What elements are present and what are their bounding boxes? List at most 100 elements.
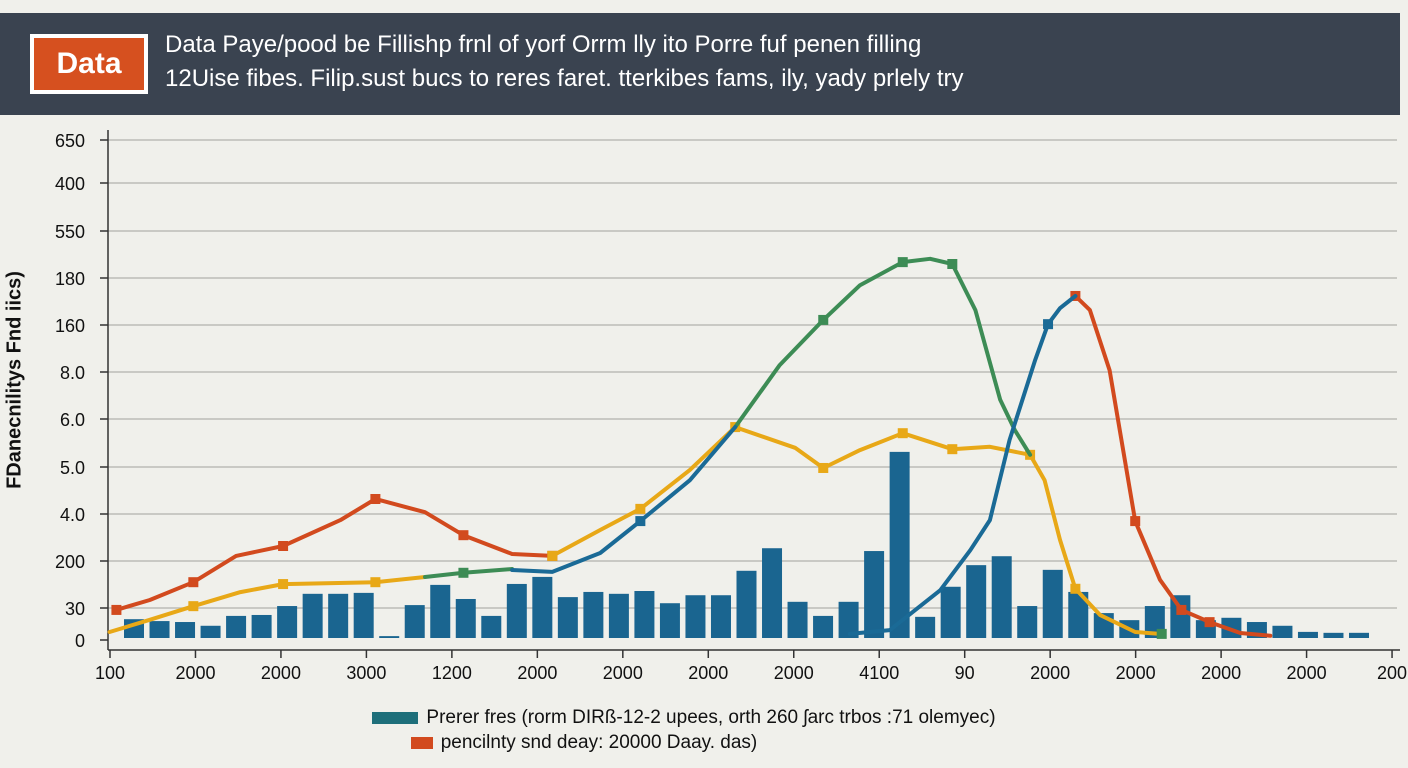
series-marker-2	[458, 567, 469, 578]
bar	[966, 565, 987, 638]
legend-label: Prerer fres (rorm DIRß-12-2 upees, orth …	[426, 707, 996, 728]
x-tick-label: 2000	[1030, 663, 1070, 683]
legend-label: pencilnty snd deay: 20000 Daay. das)	[440, 732, 758, 753]
bar	[787, 601, 808, 638]
y-tick-label: 200	[55, 552, 85, 572]
series-marker-1	[547, 550, 558, 561]
x-tick-label: 4100	[859, 663, 899, 683]
bar	[813, 615, 834, 638]
bar	[277, 606, 298, 638]
bar	[583, 591, 604, 638]
x-tick-label: 1200	[432, 663, 472, 683]
bar	[864, 551, 885, 638]
series-line-3	[510, 425, 738, 574]
bar	[430, 584, 451, 638]
legend-swatch-red	[410, 736, 433, 749]
bar	[915, 616, 936, 638]
series-marker-2	[947, 259, 958, 269]
bar	[404, 605, 425, 638]
series-marker-0	[458, 530, 469, 541]
y-tick-label: 400	[55, 174, 85, 194]
x-tick-label: 2000	[688, 663, 728, 683]
bar	[1042, 569, 1063, 638]
series-marker-1	[188, 601, 199, 612]
y-tick-label: 550	[55, 222, 85, 242]
legend-item-1: Prerer fres (rorm DIRß-12-2 upees, orth …	[0, 707, 1388, 729]
bar	[1017, 606, 1038, 638]
series-marker-2	[897, 257, 908, 268]
bar	[838, 601, 859, 638]
bar	[685, 595, 706, 638]
bar	[1068, 591, 1089, 638]
series-marker-0	[1204, 617, 1215, 628]
bar	[1349, 632, 1369, 638]
series-line-3	[847, 294, 1078, 636]
y-tick-label: 4.0	[60, 505, 85, 525]
bar	[379, 636, 400, 638]
x-tick-label: 2000	[603, 663, 643, 683]
bar	[175, 622, 196, 638]
series-marker-1	[947, 444, 958, 455]
bar	[1297, 631, 1318, 638]
bar	[1323, 632, 1344, 638]
bar	[991, 556, 1012, 638]
x-tick-label: 100	[95, 663, 125, 683]
bar	[226, 615, 247, 638]
bar	[353, 592, 374, 638]
bar	[532, 576, 553, 638]
x-tick-label: 2000	[261, 663, 301, 683]
x-tick-label: 3000	[346, 663, 386, 683]
y-tick-label: 5.0	[60, 458, 85, 478]
chart-subtitle: 12Uise fibes. Filip.sust bucs to reres f…	[165, 65, 964, 92]
series-marker-0	[188, 577, 199, 588]
series-marker-1	[1070, 583, 1081, 594]
bar	[659, 603, 680, 638]
series-marker-0	[370, 494, 381, 504]
legend-item-2: pencilnty snd deay: 20000 Daay. das)	[0, 732, 1288, 754]
chart-title: Data Paye/pood be Fillishp frnl of yorf …	[165, 31, 922, 58]
legend-swatch-teal	[372, 711, 419, 724]
bar	[149, 621, 170, 638]
bar	[710, 595, 731, 638]
series-marker-2	[818, 314, 829, 325]
bar	[940, 586, 961, 638]
bar	[328, 593, 349, 638]
series-line-2	[733, 256, 1033, 457]
x-tick-label: 2000	[1116, 663, 1156, 683]
series-marker-0	[1130, 516, 1141, 527]
series-marker-1	[278, 579, 289, 590]
bar	[1272, 625, 1293, 638]
x-tick-label: 2000	[774, 663, 814, 683]
bar	[762, 548, 783, 638]
series-marker-0	[1176, 604, 1187, 615]
bar	[736, 570, 757, 638]
y-tick-label: 160	[55, 316, 85, 336]
series-line-2	[423, 567, 515, 579]
x-tick-label: 2000	[175, 663, 215, 683]
y-tick-label: 6.0	[60, 410, 85, 430]
y-tick-label: 30	[65, 599, 85, 619]
series-marker-0	[278, 541, 289, 551]
data-badge: Data	[30, 34, 148, 94]
series-line-0	[1073, 294, 1273, 638]
y-tick-label: 650	[55, 131, 85, 151]
bar	[251, 614, 272, 638]
bar	[302, 593, 323, 638]
title-banner: Data Data Paye/pood be Fillishp frnl of …	[0, 13, 1400, 115]
y-tick-label: 0	[75, 631, 85, 651]
series-marker-1	[635, 503, 646, 514]
x-tick-label: 2000	[517, 663, 557, 683]
series-marker-2	[1156, 628, 1167, 639]
series-marker-1	[818, 462, 829, 473]
bar	[455, 598, 476, 638]
bar	[634, 591, 655, 638]
series-marker-1	[897, 428, 908, 439]
y-axis-label: FDanecnilitys Fnd iics)	[3, 271, 26, 489]
bar	[506, 583, 527, 638]
y-tick-label: 180	[55, 269, 85, 289]
series-marker-3	[635, 516, 646, 527]
series-line-0	[114, 497, 555, 612]
series-marker-3	[1043, 319, 1054, 330]
bar	[889, 451, 910, 638]
